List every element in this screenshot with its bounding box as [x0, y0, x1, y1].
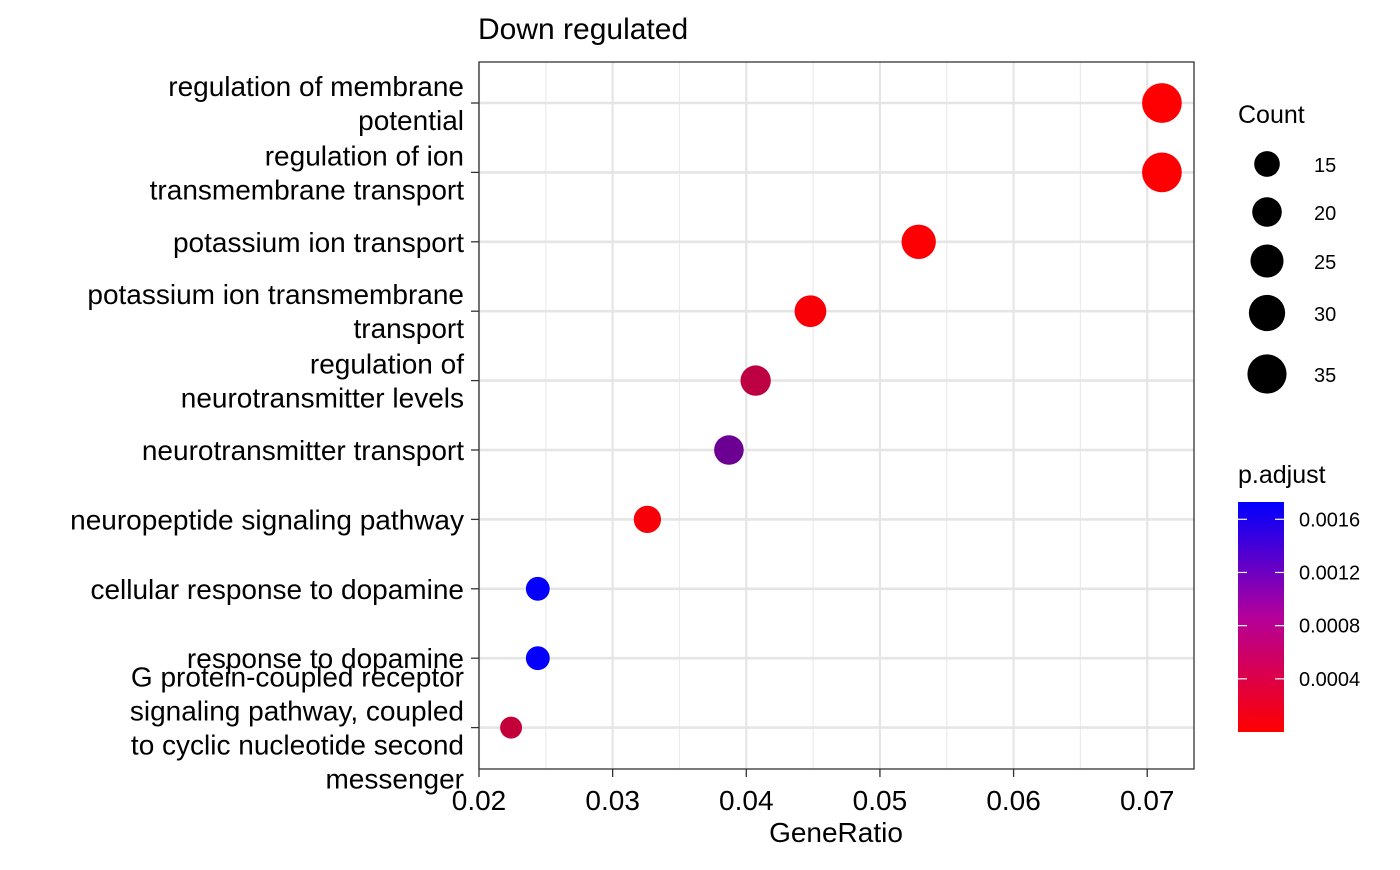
count-legend-label: 30: [1314, 304, 1336, 326]
data-point: [740, 365, 771, 396]
colorbar-tick-label: 0.0008: [1299, 616, 1360, 638]
count-legend-key: [1247, 354, 1287, 394]
count-legend-key: [1250, 244, 1284, 278]
x-tick-label: 0.05: [853, 785, 908, 816]
y-tick-label: neurotransmitter transport: [142, 435, 464, 466]
data-point: [525, 646, 550, 671]
data-point: [500, 716, 523, 739]
y-tick-label: neuropeptide signaling pathway: [70, 504, 464, 535]
count-legend-label: 35: [1314, 365, 1336, 387]
x-tick-label: 0.02: [452, 785, 507, 816]
colorbar-tick-label: 0.0016: [1299, 509, 1360, 531]
count-legend-label: 20: [1314, 203, 1336, 225]
count-legend: Count 15 20 25 30 35: [1238, 101, 1336, 394]
y-tick-label: response to dopamine: [187, 643, 464, 674]
data-points: [500, 83, 1182, 739]
x-tick-label: 0.04: [719, 785, 774, 816]
colorbar-tick-label: 0.0004: [1299, 669, 1360, 691]
y-axis: regulation of membrane potentialregulatio…: [70, 71, 479, 795]
count-legend-key: [1254, 151, 1280, 177]
p-adjust-colorbar: [1238, 502, 1284, 732]
x-tick-label: 0.07: [1120, 785, 1175, 816]
p-adjust-legend: p.adjust 0.0016 0.0012 0.0008 0.0004: [1238, 461, 1360, 732]
chart-title: Down regulated: [478, 13, 688, 46]
x-axis: 0.02 0.03 0.04 0.05 0.06 0.07: [452, 769, 1175, 816]
count-legend-label: 15: [1314, 155, 1336, 177]
plot-panel: [479, 62, 1194, 769]
data-point: [1142, 152, 1182, 193]
data-point: [525, 576, 550, 601]
y-tick-label: cellular response to dopamine: [90, 574, 464, 605]
data-point: [633, 505, 662, 534]
x-tick-label: 0.03: [585, 785, 640, 816]
y-tick-label: G protein-coupled receptor signaling path…: [130, 662, 464, 795]
y-tick-label: regulation of membrane potential: [168, 71, 464, 136]
y-tick-label: potassium ion transmembrane transport: [87, 279, 464, 344]
count-legend-key: [1248, 294, 1286, 332]
p-adjust-legend-title: p.adjust: [1238, 461, 1326, 489]
plot-border: [478, 61, 1195, 770]
data-point: [794, 295, 827, 328]
data-point: [901, 224, 936, 259]
data-point: [714, 435, 744, 465]
data-point: [1142, 83, 1182, 123]
y-tick-label: potassium ion transport: [173, 227, 464, 258]
count-legend-label: 25: [1314, 252, 1336, 274]
count-legend-title: Count: [1238, 101, 1305, 129]
count-legend-key: [1252, 197, 1282, 227]
y-tick-label: regulation of ion transmembrane transport: [150, 140, 465, 205]
x-axis-title: GeneRatio: [769, 817, 903, 848]
x-tick-label: 0.06: [986, 785, 1041, 816]
y-tick-label: regulation of neurotransmitter levels: [181, 349, 464, 414]
colorbar-tick-label: 0.0012: [1299, 562, 1360, 584]
